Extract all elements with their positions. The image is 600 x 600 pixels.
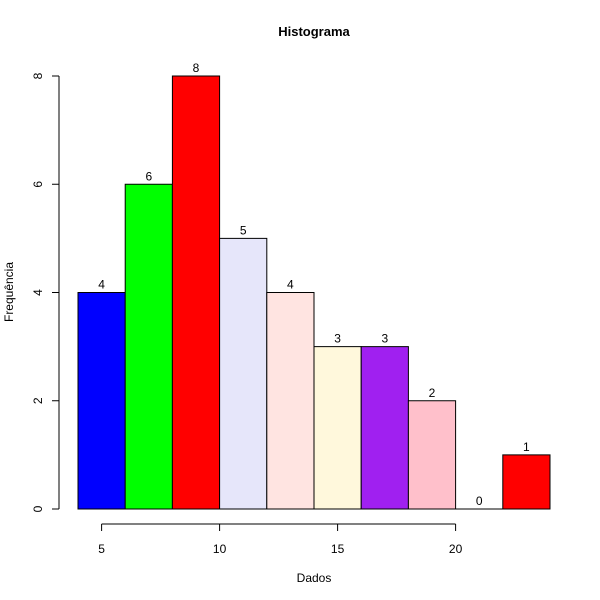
y-tick-label: 4 — [31, 289, 45, 296]
histogram-bar — [407, 400, 457, 510]
y-axis: 0 2 4 6 8 — [31, 72, 60, 512]
y-tick-label: 0 — [31, 505, 45, 512]
bar-labels-group: 4 6 8 5 4 3 3 2 0 1 — [98, 61, 530, 508]
bar-data-label: 4 — [287, 278, 294, 292]
bar-data-label: 3 — [334, 332, 341, 346]
bar-data-label: 2 — [429, 386, 436, 400]
bar-data-label: 6 — [145, 169, 152, 183]
histogram-bar — [502, 454, 551, 510]
chart-title: Histograma — [278, 24, 350, 39]
x-axis: 5 10 15 20 — [98, 523, 463, 556]
histogram-bar — [313, 346, 362, 510]
y-tick-label: 8 — [31, 72, 45, 79]
x-tick-label: 10 — [213, 542, 227, 556]
x-tick-label: 5 — [98, 542, 105, 556]
x-axis-label: Dados — [297, 571, 332, 585]
y-tick-label: 6 — [31, 181, 45, 188]
y-tick-label: 2 — [31, 397, 45, 404]
histogram-bar — [124, 183, 173, 510]
bar-data-label: 8 — [193, 61, 200, 75]
histogram-bar — [266, 292, 315, 510]
y-axis-label: Frequência — [2, 262, 16, 322]
bar-data-label: 3 — [381, 332, 388, 346]
histogram-bar — [77, 292, 126, 510]
bars-group — [77, 75, 551, 510]
x-tick-label: 20 — [449, 542, 463, 556]
bar-data-label: 5 — [240, 223, 247, 237]
bar-data-label: 0 — [476, 494, 483, 508]
histogram-bar — [171, 75, 221, 510]
bar-data-label: 1 — [523, 440, 530, 454]
histogram-bar — [219, 237, 268, 510]
histogram-bar — [360, 346, 409, 510]
x-tick-label: 15 — [331, 542, 345, 556]
bar-data-label: 4 — [98, 278, 105, 292]
